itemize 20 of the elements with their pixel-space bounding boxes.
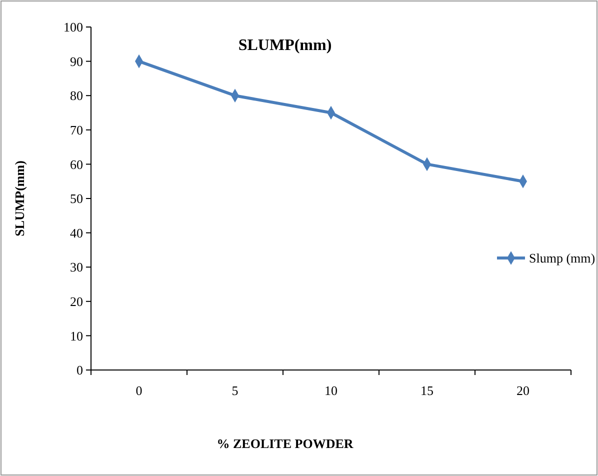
x-axis-title: % ZEOLITE POWDER — [216, 436, 354, 451]
y-tick-label: 30 — [70, 260, 83, 275]
y-axis-title: SLUMP(mm) — [12, 160, 27, 236]
x-tick-label: 15 — [420, 383, 434, 398]
x-tick-label: 10 — [324, 383, 338, 398]
y-tick-label: 90 — [70, 54, 83, 69]
y-tick-label: 100 — [64, 20, 83, 35]
legend-label: Slump (mm) — [529, 250, 596, 266]
text: SLUMP(mm) — [238, 37, 332, 54]
y-tick-label: 80 — [70, 88, 83, 104]
y-tick-label: 10 — [70, 328, 83, 344]
x-tick-label: 5 — [232, 383, 238, 398]
y-tick-label: 40 — [70, 225, 83, 240]
y-tick-label: 0 — [76, 362, 83, 378]
y-tick-label: 50 — [70, 191, 83, 206]
y-tick-label: 70 — [70, 122, 83, 138]
x-tick-label: 0 — [136, 383, 142, 398]
x-tick-label: 20 — [516, 383, 530, 398]
y-tick-label: 20 — [70, 294, 83, 309]
y-tick-label: 60 — [70, 156, 83, 172]
